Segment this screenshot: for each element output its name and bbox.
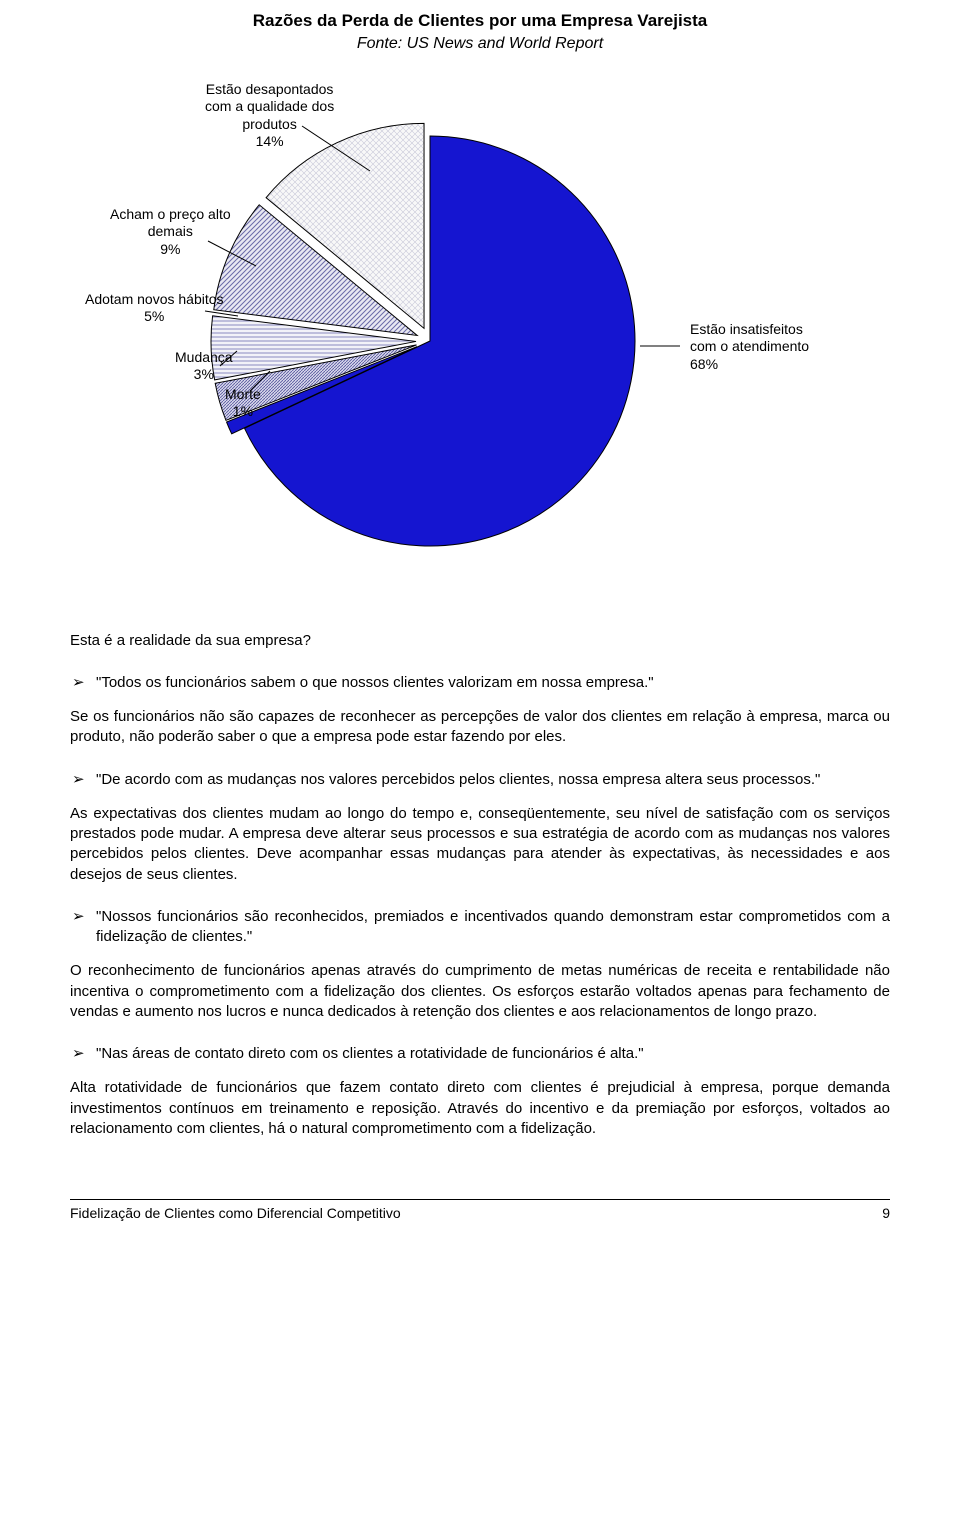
- bullet-text: "De acordo com as mudanças nos valores p…: [96, 770, 890, 790]
- pie-label: Acham o preço altodemais9%: [110, 206, 231, 259]
- bullet-block: ➢"Nas áreas de contato direto com os cli…: [70, 1044, 890, 1064]
- page-footer: Fidelização de Clientes como Diferencial…: [70, 1199, 890, 1223]
- bullet-row: ➢"Nas áreas de contato direto com os cli…: [70, 1044, 890, 1064]
- pie-label: Morte1%: [225, 386, 261, 421]
- footer-page-number: 9: [882, 1204, 890, 1223]
- bullet-arrow-icon: ➢: [70, 673, 96, 693]
- body-paragraph: As expectativas dos clientes mudam ao lo…: [70, 804, 890, 885]
- bullet-text: "Nossos funcionários são reconhecidos, p…: [96, 907, 890, 948]
- bullet-arrow-icon: ➢: [70, 1044, 96, 1064]
- intro-question: Esta é a realidade da sua empresa?: [70, 631, 890, 651]
- pie-label: Estão desapontadoscom a qualidade dospro…: [205, 81, 334, 151]
- bullet-row: ➢"Todos os funcionários sabem o que noss…: [70, 673, 890, 693]
- body-paragraph: Alta rotatividade de funcionários que fa…: [70, 1078, 890, 1139]
- bullet-row: ➢"Nossos funcionários são reconhecidos, …: [70, 907, 890, 948]
- bullet-block: ➢"Todos os funcionários sabem o que noss…: [70, 673, 890, 693]
- bullet-arrow-icon: ➢: [70, 907, 96, 927]
- body-paragraph: O reconhecimento de funcionários apenas …: [70, 961, 890, 1022]
- body-paragraph: Se os funcionários não são capazes de re…: [70, 707, 890, 748]
- chart-subtitle: Fonte: US News and World Report: [70, 33, 890, 55]
- chart-title: Razões da Perda de Clientes por uma Empr…: [70, 10, 890, 33]
- bullet-block: ➢"De acordo com as mudanças nos valores …: [70, 770, 890, 790]
- pie-label: Estão insatisfeitoscom o atendimento68%: [690, 321, 809, 374]
- pie-chart: Estão desapontadoscom a qualidade dospro…: [70, 71, 890, 591]
- body-text: Esta é a realidade da sua empresa? ➢"Tod…: [70, 631, 890, 1140]
- bullet-block: ➢"Nossos funcionários são reconhecidos, …: [70, 907, 890, 948]
- bullet-row: ➢"De acordo com as mudanças nos valores …: [70, 770, 890, 790]
- footer-left: Fidelização de Clientes como Diferencial…: [70, 1204, 401, 1223]
- bullet-text: "Nas áreas de contato direto com os clie…: [96, 1044, 890, 1064]
- bullet-arrow-icon: ➢: [70, 770, 96, 790]
- pie-label: Adotam novos hábitos5%: [85, 291, 224, 326]
- pie-label: Mudança3%: [175, 349, 233, 384]
- bullet-text: "Todos os funcionários sabem o que nosso…: [96, 673, 890, 693]
- chart-header: Razões da Perda de Clientes por uma Empr…: [70, 10, 890, 55]
